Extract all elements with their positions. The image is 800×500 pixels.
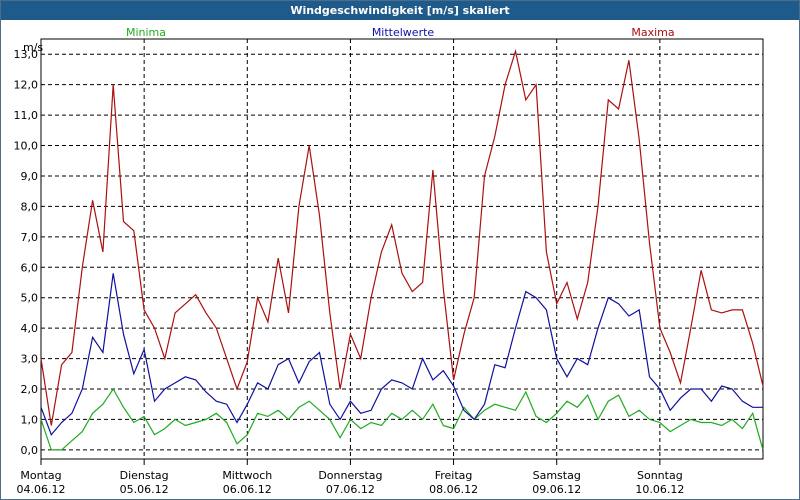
series-line-maxima bbox=[40, 48, 764, 426]
x-tick-date-label: 04.06.12 bbox=[17, 483, 66, 496]
y-tick-label: 4,0 bbox=[21, 322, 39, 335]
y-tick-label: 7,0 bbox=[21, 231, 39, 244]
plot-area bbox=[40, 38, 764, 460]
series-line-minima bbox=[40, 387, 764, 451]
x-tick-date-label: 10.06.12 bbox=[635, 483, 684, 496]
x-tick-day-label: Donnerstag bbox=[318, 469, 382, 482]
x-tick-day-label: Montag bbox=[20, 469, 61, 482]
x-tick-date-label: 06.06.12 bbox=[223, 483, 272, 496]
y-tick-label: 10,0 bbox=[14, 140, 39, 153]
y-tick-label: 2,0 bbox=[21, 383, 39, 396]
y-tick-label: 3,0 bbox=[21, 353, 39, 366]
y-tick-label: 6,0 bbox=[21, 261, 39, 274]
x-tick-date-label: 09.06.12 bbox=[532, 483, 581, 496]
x-tick-day-label: Dienstag bbox=[120, 469, 169, 482]
grid bbox=[41, 39, 763, 459]
x-tick-day-label: Mittwoch bbox=[222, 469, 272, 482]
y-axis-label: m/s bbox=[23, 41, 43, 54]
window-title: Windgeschwindigkeit [m/s] skaliert bbox=[1, 1, 799, 20]
y-tick-label: 0,0 bbox=[21, 444, 39, 457]
legend-entry-maxima: Maxima bbox=[631, 26, 674, 39]
y-tick-label: 13,0 bbox=[14, 48, 39, 61]
x-tick-date-label: 05.06.12 bbox=[120, 483, 169, 496]
x-tick-date-label: 08.06.12 bbox=[429, 483, 478, 496]
legend-entry-mittelwerte: Mittelwerte bbox=[372, 26, 435, 39]
x-tick-day-label: Freitag bbox=[435, 469, 473, 482]
x-tick-day-label: Sonntag bbox=[637, 469, 683, 482]
legend-entry-minima: Minima bbox=[126, 26, 166, 39]
y-tick-label: 9,0 bbox=[21, 170, 39, 183]
y-axis-ticks: 0,0 1,0 2,0 3,0 4,0 5,0 6,0 7,0 8,0 9,0 10,0 11,0 12… bbox=[14, 48, 39, 457]
series-lines bbox=[40, 48, 764, 451]
series-line-mittelwerte bbox=[40, 273, 763, 436]
legend: Minima Mittelwerte Maxima bbox=[126, 26, 675, 39]
y-tick-label: 8,0 bbox=[21, 200, 39, 213]
y-tick-label: 1,0 bbox=[21, 413, 39, 426]
y-tick-label: 5,0 bbox=[21, 292, 39, 305]
x-tick-day-label: Samstag bbox=[533, 469, 581, 482]
y-tick-label: 12,0 bbox=[14, 79, 39, 92]
x-tick-date-label: 07.06.12 bbox=[326, 483, 375, 496]
y-tick-label: 11,0 bbox=[14, 109, 39, 122]
wind-speed-chart: Minima Mittelwerte Maxima m/s 0,0 1,0 2,0 3,0… bbox=[14, 26, 764, 496]
